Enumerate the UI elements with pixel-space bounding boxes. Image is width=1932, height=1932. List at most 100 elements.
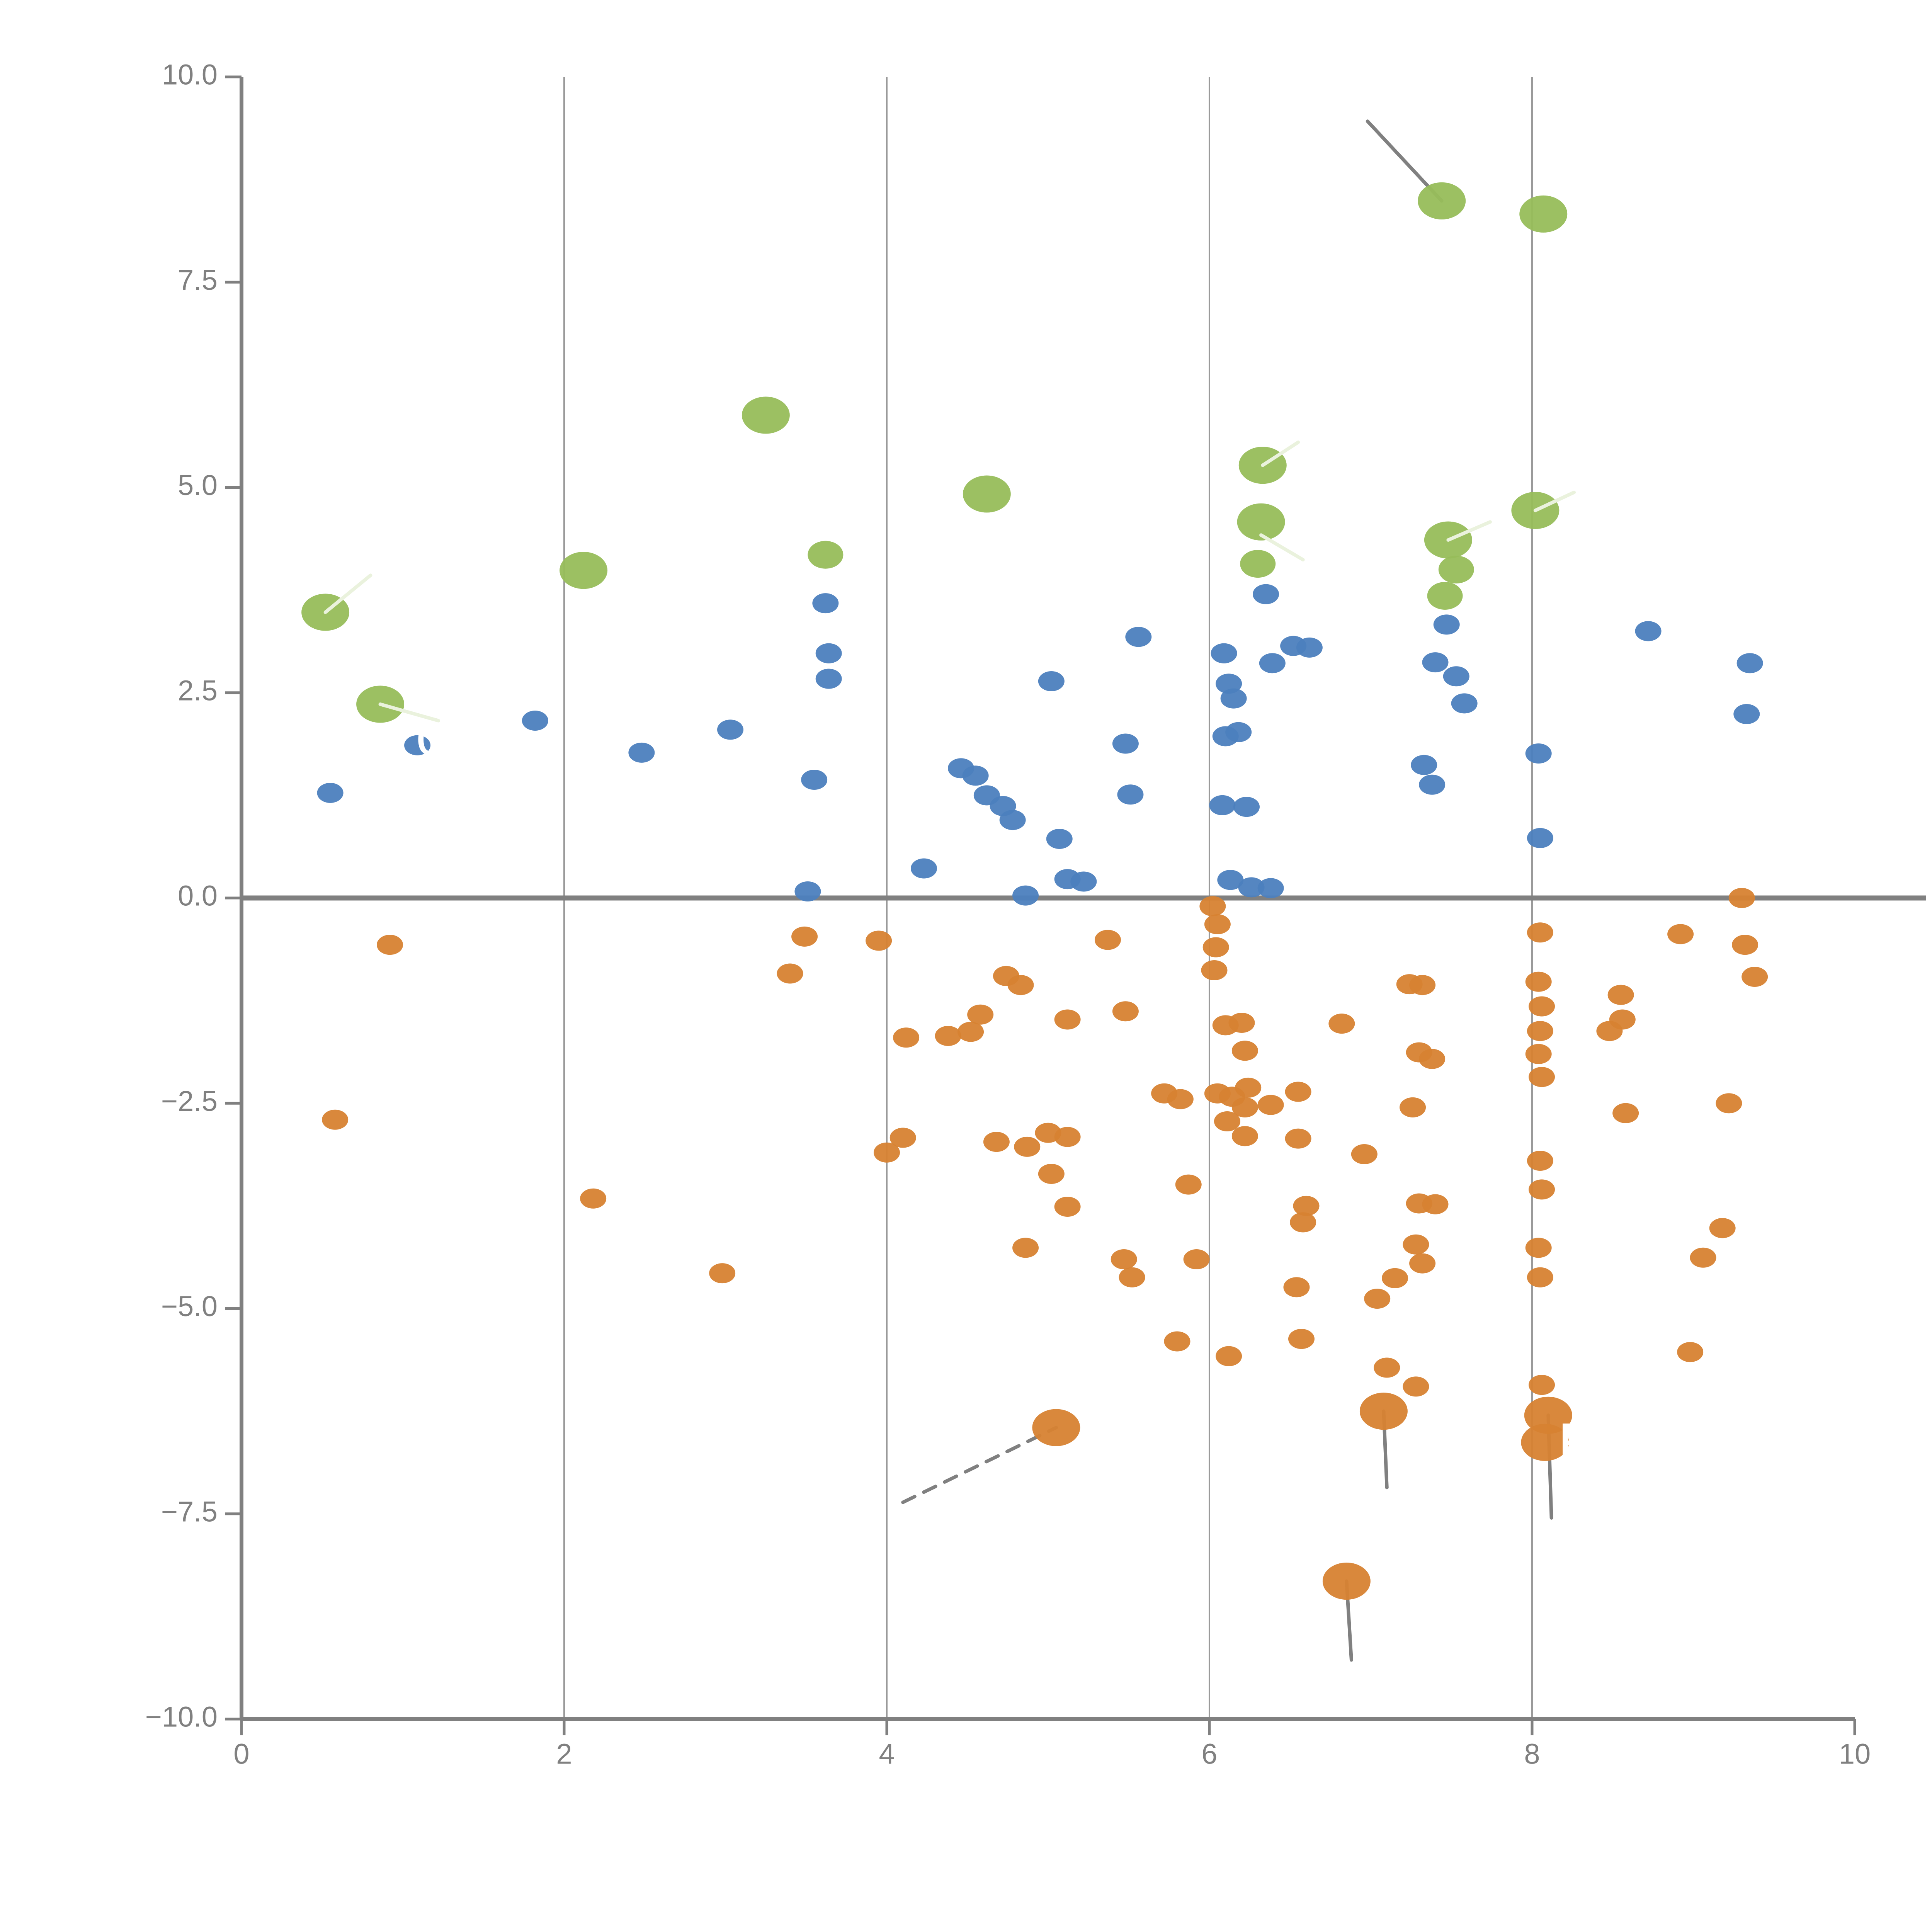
data-point-blue-41[interactable] [1451, 693, 1478, 714]
data-point-orange-52[interactable] [1288, 1329, 1315, 1349]
data-point-orange-85[interactable] [1609, 1009, 1636, 1030]
data-point-orange-24[interactable] [1112, 1001, 1139, 1022]
data-point-blue-46[interactable] [1635, 621, 1662, 641]
data-point-green-7[interactable] [1237, 503, 1285, 541]
data-point-orange-19[interactable] [1054, 1009, 1081, 1030]
data-point-blue-16[interactable] [1012, 885, 1039, 906]
data-point-blue-48[interactable] [1733, 704, 1760, 724]
data-point-blue-20[interactable] [1038, 671, 1065, 691]
data-point-orange-46[interactable] [1257, 1095, 1284, 1115]
data-point-orange-71[interactable] [1527, 922, 1553, 943]
data-point-orange-20[interactable] [1012, 1238, 1039, 1258]
data-point-orange-78[interactable] [1529, 1179, 1555, 1200]
data-point-orange-2[interactable] [580, 1188, 607, 1209]
data-point-blue-12[interactable] [962, 765, 989, 786]
data-point-orange-58[interactable] [1382, 1268, 1408, 1288]
data-point-green-3[interactable] [742, 396, 790, 434]
data-point-orange-37[interactable] [1228, 1013, 1255, 1033]
data-point-orange-57[interactable] [1364, 1289, 1391, 1309]
data-point-orange-64[interactable] [1400, 1097, 1426, 1117]
data-point-orange-0[interactable] [377, 935, 403, 955]
data-point-orange-18[interactable] [1054, 1127, 1081, 1147]
data-point-orange-4[interactable] [777, 963, 803, 984]
data-point-blue-9[interactable] [794, 881, 821, 901]
data-point-orange-21[interactable] [1054, 1197, 1081, 1217]
data-point-orange-90[interactable] [1690, 1247, 1716, 1268]
data-point-blue-23[interactable] [1125, 627, 1152, 647]
data-point-blue-33[interactable] [1257, 878, 1284, 898]
data-point-orange-22[interactable] [1038, 1164, 1065, 1184]
data-point-blue-1[interactable] [404, 735, 431, 755]
data-point-orange-29[interactable] [1175, 1174, 1202, 1195]
data-point-orange-15[interactable] [983, 1132, 1010, 1152]
data-point-blue-3[interactable] [628, 742, 655, 763]
data-point-blue-4[interactable] [717, 719, 744, 740]
data-point-orange-54[interactable] [1328, 1014, 1355, 1034]
data-point-blue-38[interactable] [1433, 614, 1460, 635]
data-point-blue-37[interactable] [1296, 637, 1323, 658]
data-point-orange-9[interactable] [893, 1027, 920, 1048]
data-point-blue-45[interactable] [1527, 828, 1553, 848]
data-point-orange-79[interactable] [1525, 1238, 1552, 1258]
data-point-blue-40[interactable] [1443, 666, 1469, 687]
data-point-orange-70[interactable] [1032, 1409, 1080, 1446]
data-point-orange-12[interactable] [967, 1004, 994, 1025]
data-point-blue-6[interactable] [812, 593, 839, 614]
data-point-blue-39[interactable] [1422, 652, 1449, 673]
data-point-blue-22[interactable] [1117, 784, 1144, 805]
data-point-orange-61[interactable] [1409, 975, 1436, 995]
data-point-orange-3[interactable] [709, 1263, 736, 1284]
data-point-orange-93[interactable] [1728, 888, 1755, 908]
series-orange-points[interactable] [322, 888, 1768, 1600]
data-point-green-12[interactable] [1427, 582, 1463, 610]
data-point-blue-10[interactable] [911, 858, 937, 879]
data-point-orange-35[interactable] [1201, 960, 1228, 980]
data-point-orange-16[interactable] [1014, 1136, 1041, 1157]
data-point-orange-74[interactable] [1527, 1021, 1553, 1041]
data-point-blue-30[interactable] [1233, 797, 1260, 817]
data-point-orange-25[interactable] [1119, 1267, 1145, 1287]
data-point-blue-43[interactable] [1419, 774, 1446, 795]
data-point-blue-0[interactable] [317, 783, 344, 803]
data-point-orange-53[interactable] [1322, 1563, 1371, 1600]
data-point-blue-26[interactable] [1220, 688, 1247, 709]
data-point-orange-56[interactable] [1351, 1144, 1378, 1164]
data-point-orange-23[interactable] [1094, 930, 1121, 950]
data-point-orange-7[interactable] [874, 1142, 900, 1163]
data-point-orange-87[interactable] [1612, 1103, 1639, 1123]
data-point-orange-34[interactable] [1202, 937, 1229, 957]
data-point-orange-67[interactable] [1403, 1234, 1429, 1255]
data-point-orange-73[interactable] [1529, 996, 1555, 1017]
data-point-orange-8[interactable] [889, 1128, 916, 1148]
data-point-orange-92[interactable] [1716, 1093, 1742, 1114]
data-point-orange-38[interactable] [1231, 1041, 1258, 1061]
data-point-orange-86[interactable] [1607, 985, 1634, 1005]
data-point-green-2[interactable] [560, 552, 608, 589]
data-point-blue-29[interactable] [1209, 795, 1236, 815]
data-point-orange-43[interactable] [1214, 1111, 1240, 1131]
data-point-orange-51[interactable] [1283, 1277, 1310, 1298]
data-point-orange-63[interactable] [1419, 1049, 1446, 1069]
data-point-blue-47[interactable] [1736, 653, 1763, 673]
data-point-blue-35[interactable] [1259, 653, 1286, 673]
series-blue-points[interactable] [317, 584, 1763, 906]
data-point-blue-28[interactable] [1225, 722, 1252, 742]
data-point-orange-42[interactable] [1235, 1077, 1262, 1098]
data-point-blue-42[interactable] [1411, 755, 1437, 775]
data-point-green-10[interactable] [1519, 195, 1568, 233]
data-point-orange-6[interactable] [866, 930, 892, 951]
data-point-orange-28[interactable] [1167, 1089, 1194, 1109]
data-point-green-5[interactable] [963, 475, 1011, 513]
data-point-orange-30[interactable] [1164, 1331, 1190, 1352]
data-point-blue-34[interactable] [1253, 584, 1279, 604]
data-point-blue-8[interactable] [815, 668, 842, 689]
data-point-green-14[interactable] [1438, 556, 1474, 583]
data-point-orange-94[interactable] [1732, 935, 1759, 955]
data-point-orange-55[interactable] [1359, 1393, 1408, 1430]
data-point-orange-33[interactable] [1204, 914, 1231, 934]
data-point-orange-72[interactable] [1525, 971, 1552, 992]
data-point-orange-11[interactable] [957, 1022, 984, 1042]
data-point-orange-26[interactable] [1111, 1249, 1137, 1269]
data-point-orange-81[interactable] [1529, 1375, 1555, 1395]
data-point-orange-83[interactable] [1521, 1423, 1569, 1461]
